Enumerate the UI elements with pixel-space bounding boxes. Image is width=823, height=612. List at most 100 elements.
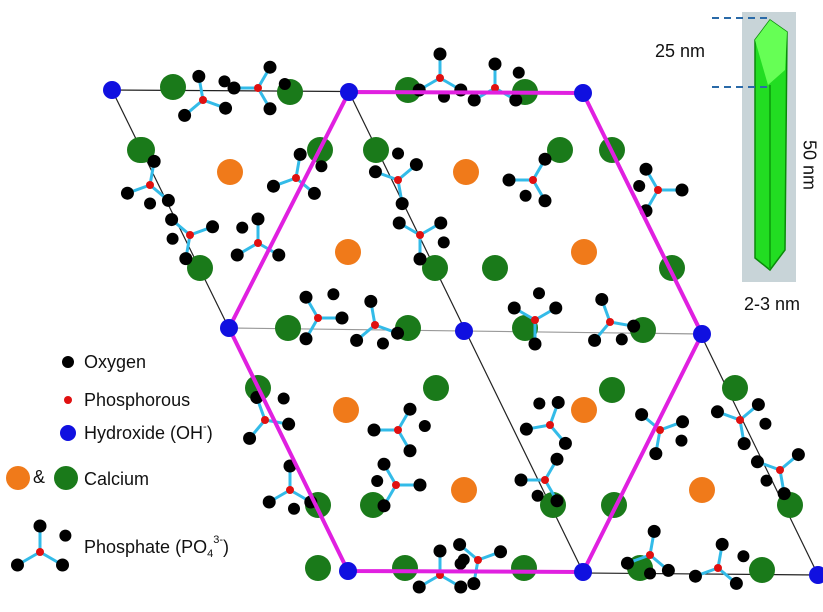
oxygen-atom [288,502,300,515]
phosphate-group [453,538,508,591]
oxygen-atom [243,431,257,445]
phosphate-group [467,57,525,107]
oxygen-atom [759,417,772,430]
calcium-atom [571,239,597,265]
calcium-atom [392,555,418,581]
phosphorus-atom [199,96,207,104]
oxygen-atom [514,473,528,487]
oxygen-atom [376,337,389,350]
oxygen-atom [528,337,542,351]
phosphorus-atom [254,84,262,92]
calcium-atom [422,255,448,281]
oxygen-atom [412,580,426,594]
oxygen-atom [218,75,231,88]
oxygen-atom [488,57,502,71]
phosphorus-atom [186,231,194,239]
phosphorus-atom [646,551,654,559]
phosphorus-atom [474,556,482,564]
oxygen-atom [551,395,565,409]
oxygen-atom [307,186,321,200]
oxygen-atom [533,287,545,300]
oxygen-atom [120,186,134,200]
oxygen-atom [467,577,481,591]
oxygen-atom [278,78,291,90]
phosphorus-atom [606,318,614,326]
oxygen-atom [519,422,533,436]
calcium-atom [722,375,748,401]
phosphate-group [688,537,750,590]
oxygen-atom [315,160,328,173]
phosphorus-atom [714,564,722,572]
oxygen-atom [391,326,405,340]
oxygen-atom [538,152,552,166]
oxygen-atom [588,333,602,347]
legend-phosphate: Phosphate (PO43-) [84,534,229,560]
oxygen-atom [633,180,646,192]
phosphate-group [750,448,805,501]
oxygen-atom [507,301,521,315]
phosphorus-atom [371,321,379,329]
oxygen-atom [454,580,468,594]
oxygen-atom [661,563,675,577]
phosphorus-atom [146,181,154,189]
oxygen-atom [751,398,765,412]
phosphorus-atom [541,476,549,484]
oxygen-atom [615,333,628,346]
oxygen-atom [550,452,564,466]
oxygen-atom [434,216,448,230]
oxygen-atom [550,494,564,508]
atoms [120,47,805,594]
oxygen-atom [403,444,417,458]
calcium-atom [423,375,449,401]
sub: 4 [207,548,213,560]
oxygen-atom [206,220,220,234]
calcium-atom [335,239,361,265]
oxygen-atom [454,557,467,570]
hydroxide-atom [340,83,358,101]
phosphorus-atom [654,186,662,194]
oxygen-atom [558,436,572,450]
calcium-atom [571,397,597,423]
calcium-atom [160,74,186,100]
phosphate-group [392,216,450,266]
phosphorus-atom [736,416,744,424]
phosphate-group [633,162,689,218]
width-label: 2-3 nm [744,294,800,314]
phosphate-group [10,519,72,572]
oxygen-atom [647,524,661,538]
phosphate-group [230,212,286,262]
calcium-atom [305,555,331,581]
hydroxide-atom [455,322,473,340]
oxygen-atom [144,197,157,210]
calcium-atom [395,77,421,103]
oxygen-icon [62,356,74,368]
calcium-atom [749,557,775,583]
phosphorus-atom [656,426,664,434]
oxygen-atom [262,495,276,509]
oxygen-atom [413,252,427,266]
oxygen-atom [595,292,609,306]
height-label: 50 nm [799,140,819,190]
oxygen-atom [403,402,417,416]
oxygen-atom [179,252,193,266]
hydroxide-atom [103,81,121,99]
oxygen-atom [299,290,313,304]
oxygen-atom [737,550,750,563]
calcium-atom [511,555,537,581]
hydroxide-atom [574,563,592,581]
oxygen-atom [729,576,743,590]
oxygen-atom [409,158,423,172]
phosphate-icon [10,519,72,572]
oxygen-atom [227,81,241,95]
hydroxide-atom [693,325,711,343]
hydroxide-icon [60,425,76,441]
oxygen-atom [639,162,653,176]
phosphorus-atom [546,421,554,429]
hydroxide-atom [220,319,238,337]
sup: - [203,421,207,433]
oxygen-atom [147,154,161,168]
phosphate-group [710,398,772,451]
phosphate-group [350,294,405,350]
calcium-atom [127,137,153,163]
